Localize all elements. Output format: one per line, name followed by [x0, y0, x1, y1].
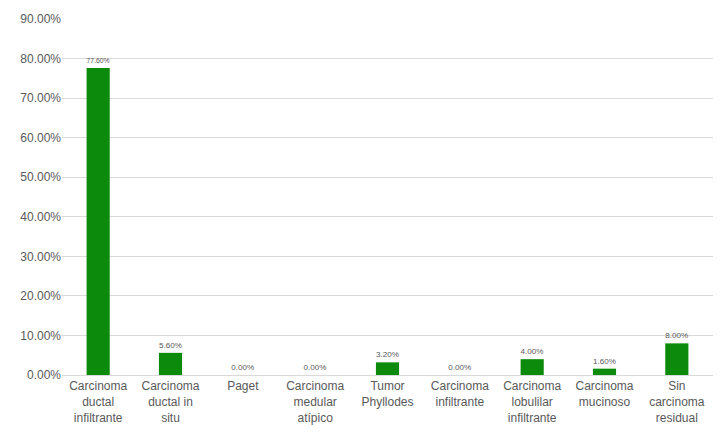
svg-text:Carcinomaductalinfiltrante: Carcinomaductalinfiltrante	[69, 379, 127, 424]
svg-text:50.00%: 50.00%	[20, 170, 61, 184]
svg-text:30.00%: 30.00%	[20, 250, 61, 264]
svg-text:1.60%: 1.60%	[593, 357, 616, 366]
svg-text:70.00%: 70.00%	[20, 91, 61, 105]
svg-text:90.00%: 90.00%	[20, 12, 61, 26]
svg-text:77.60%: 77.60%	[87, 57, 110, 64]
svg-text:0.00%: 0.00%	[231, 363, 254, 372]
svg-text:Carcinomaductal insitu: Carcinomaductal insitu	[141, 379, 199, 424]
svg-text:Carcinomalobulilarinfiltrante: Carcinomalobulilarinfiltrante	[503, 379, 561, 424]
svg-text:4.00%: 4.00%	[521, 347, 544, 356]
svg-text:8.00%: 8.00%	[665, 331, 688, 340]
svg-text:5.60%: 5.60%	[159, 341, 182, 350]
svg-text:Carcinomainfiltrante: Carcinomainfiltrante	[431, 379, 489, 409]
svg-text:0.00%: 0.00%	[27, 368, 61, 382]
svg-text:0.00%: 0.00%	[448, 363, 471, 372]
svg-text:40.00%: 40.00%	[20, 210, 61, 224]
svg-text:Sincarcinomaresidual: Sincarcinomaresidual	[649, 379, 705, 424]
svg-text:80.00%: 80.00%	[20, 52, 61, 66]
svg-text:20.00%: 20.00%	[20, 289, 61, 303]
svg-text:Carcinomamedularatípico: Carcinomamedularatípico	[286, 379, 344, 424]
svg-text:60.00%: 60.00%	[20, 131, 61, 145]
svg-text:10.00%: 10.00%	[20, 329, 61, 343]
svg-text:0.00%: 0.00%	[304, 363, 327, 372]
svg-text:Carcinomamucinoso: Carcinomamucinoso	[575, 379, 633, 409]
svg-text:3.20%: 3.20%	[376, 350, 399, 359]
svg-text:Paget: Paget	[227, 379, 259, 393]
svg-text:TumorPhyllodes: TumorPhyllodes	[361, 379, 413, 409]
